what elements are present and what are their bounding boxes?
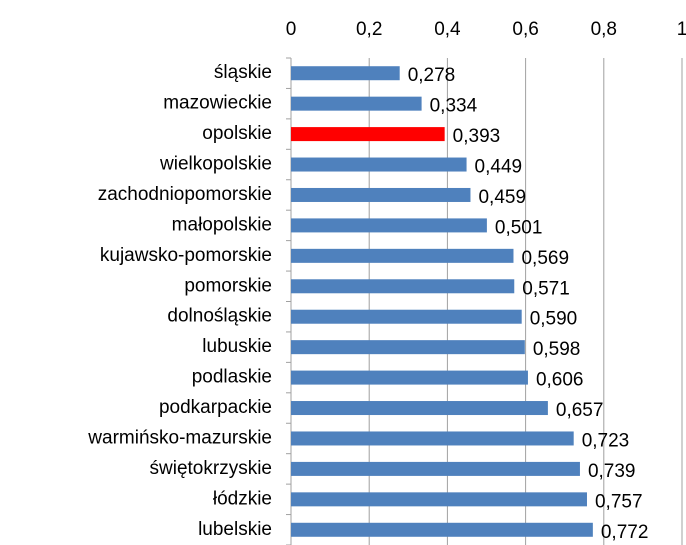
y-tick-label: lubelskie — [198, 519, 272, 540]
y-tick-label: świętokrzyskie — [150, 458, 272, 479]
bar — [291, 522, 593, 537]
bar — [291, 370, 528, 385]
y-tick-label: wielkopolskie — [159, 154, 272, 175]
data-label: 0,449 — [475, 157, 523, 178]
y-tick-label: opolskie — [202, 123, 272, 144]
y-tick-label: warmińsko-mazurskie — [87, 427, 272, 448]
bar — [291, 279, 515, 294]
y-tick-label: podkarpackie — [159, 397, 272, 418]
bar — [291, 157, 467, 172]
bar — [291, 96, 422, 111]
data-label: 0,606 — [536, 370, 584, 391]
y-tick-label: śląskie — [214, 62, 272, 83]
bar — [291, 401, 548, 416]
data-label: 0,739 — [588, 461, 636, 482]
data-label: 0,569 — [521, 248, 569, 269]
bar — [291, 431, 574, 446]
data-label: 0,657 — [556, 400, 604, 421]
data-label: 0,723 — [582, 430, 630, 451]
y-tick-label: pomorskie — [184, 275, 272, 296]
y-tick-label: kujawsko-pomorskie — [100, 245, 272, 266]
data-label: 0,598 — [533, 339, 581, 360]
y-tick-label: zachodniopomorskie — [98, 184, 272, 205]
data-label: 0,334 — [430, 96, 478, 117]
x-tick-label: 1 — [677, 19, 686, 40]
x-tick-label: 0,6 — [512, 19, 538, 40]
data-label: 0,393 — [453, 126, 501, 147]
x-tick-label: 0,2 — [356, 19, 382, 40]
y-tick-label: dolnośląskie — [167, 306, 272, 327]
data-label: 0,590 — [530, 309, 578, 330]
bar — [291, 66, 400, 81]
y-tick-label: małopolskie — [172, 214, 272, 235]
y-tick-label: łódzkie — [213, 488, 272, 509]
data-label: 0,571 — [522, 278, 570, 299]
x-tick-label: 0,8 — [591, 19, 617, 40]
x-tick-label: 0 — [286, 19, 297, 40]
y-tick-label: podlaskie — [192, 367, 272, 388]
data-label: 0,459 — [478, 187, 526, 208]
bar — [291, 127, 445, 142]
y-tick-label: mazowieckie — [163, 93, 272, 114]
y-tick-label: lubuskie — [202, 336, 272, 357]
bar — [291, 309, 522, 324]
bar — [291, 218, 487, 233]
data-label: 0,501 — [495, 217, 543, 238]
bar — [291, 248, 514, 263]
data-label: 0,772 — [601, 522, 649, 543]
bar — [291, 340, 525, 355]
bar — [291, 461, 580, 476]
x-tick-label: 0,4 — [434, 19, 461, 40]
data-label: 0,757 — [595, 491, 643, 512]
data-label: 0,278 — [408, 65, 456, 86]
bar — [291, 187, 471, 202]
bar — [291, 492, 587, 507]
